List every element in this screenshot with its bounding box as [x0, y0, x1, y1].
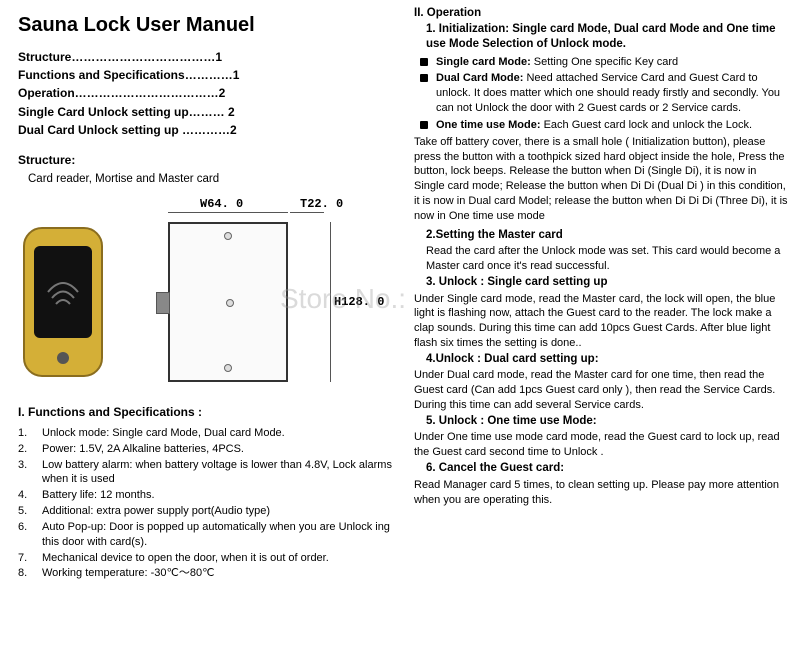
spec-item: 1.Unlock mode: Single card Mode, Dual ca… — [18, 426, 398, 441]
operation-heading: II. Operation — [414, 6, 788, 22]
spec-item: 6.Auto Pop-up: Door is popped up automat… — [18, 520, 398, 550]
left-column: Sauna Lock User Manuel Structure……………………… — [0, 0, 408, 664]
table-of-contents: Structure………………………………1 Functions and Spec… — [18, 49, 398, 138]
page-title: Sauna Lock User Manuel — [18, 12, 398, 39]
sec4-title: 4.Unlock : Dual card setting up: — [426, 352, 788, 368]
structure-diagram: W64. 0 T22. 0 H128. 0 — [18, 194, 398, 394]
sec5-body: Under One time use mode card mode, read … — [414, 430, 788, 460]
bullet-icon — [420, 121, 428, 129]
spec-item: 7.Mechanical device to open the door, wh… — [18, 551, 398, 566]
dim-t: T22. 0 — [300, 196, 343, 212]
spec-item: 5.Additional: extra power supply port(Au… — [18, 504, 398, 519]
bullet-text: Each Guest card lock and unlock the Lock… — [541, 119, 753, 131]
spec-number: 3. — [18, 458, 42, 488]
structure-heading: Structure: — [18, 152, 398, 168]
specs-list: 1.Unlock mode: Single card Mode, Dual ca… — [18, 426, 398, 581]
init-heading: 1. Initialization: Single card Mode, Dua… — [426, 22, 788, 53]
spec-text: Mechanical device to open the door, when… — [42, 551, 398, 566]
right-column: II. Operation 1. Initialization: Single … — [408, 0, 800, 664]
toc-row: Functions and Specifications…………1 — [18, 67, 398, 83]
sec6-body: Read Manager card 5 times, to clean sett… — [414, 478, 788, 508]
spec-text: Additional: extra power supply port(Audi… — [42, 504, 398, 519]
spec-number: 5. — [18, 504, 42, 519]
sec3-title: 3. Unlock : Single card setting up — [426, 275, 788, 291]
dim-h: H128. 0 — [334, 294, 384, 310]
spec-text: Power: 1.5V, 2A Alkaline batteries, 4PCS… — [42, 442, 398, 457]
spec-item: 2.Power: 1.5V, 2A Alkaline batteries, 4P… — [18, 442, 398, 457]
toc-row: Operation………………………………2 — [18, 85, 398, 101]
toc-row: Single Card Unlock setting up……… 2 — [18, 104, 398, 120]
dim-w: W64. 0 — [200, 196, 243, 212]
spec-number: 2. — [18, 442, 42, 457]
structure-text: Card reader, Mortise and Master card — [28, 172, 398, 188]
toc-row: Dual Card Unlock setting up …………2 — [18, 122, 398, 138]
spec-item: 3.Low battery alarm: when battery voltag… — [18, 458, 398, 488]
spec-number: 1. — [18, 426, 42, 441]
sec2-title: 2.Setting the Master card — [426, 228, 788, 244]
sec2-body: Read the card after the Unlock mode was … — [426, 244, 788, 274]
card-reader-icon — [18, 222, 108, 382]
toc-row: Structure………………………………1 — [18, 49, 398, 65]
spec-number: 4. — [18, 488, 42, 503]
init-body: Take off battery cover, there is a small… — [414, 135, 788, 224]
bullet-icon — [420, 74, 428, 82]
bullet-title: One time use Mode: — [436, 119, 541, 131]
spec-number: 8. — [18, 566, 42, 581]
bullet-title: Dual Card Mode: — [436, 72, 523, 84]
spec-item: 8.Working temperature: -30℃～80℃ — [18, 566, 398, 581]
spec-item: 4.Battery life: 12 months. — [18, 488, 398, 503]
mortise-icon — [168, 222, 288, 382]
document-page: Sauna Lock User Manuel Structure……………………… — [0, 0, 800, 664]
sec4-body: Under Dual card mode, read the Master ca… — [414, 368, 788, 413]
bullet-dual-mode: Dual Card Mode: Need attached Service Ca… — [420, 71, 788, 116]
spec-text: Low battery alarm: when battery voltage … — [42, 458, 398, 488]
spec-number: 7. — [18, 551, 42, 566]
sec3-body: Under Single card mode, read the Master … — [414, 292, 788, 351]
sec5-title: 5. Unlock : One time use Mode: — [426, 414, 788, 430]
sec6-title: 6. Cancel the Guest card: — [426, 461, 788, 477]
bullet-single-mode: Single card Mode: Setting One specific K… — [420, 55, 788, 70]
spec-text: Auto Pop-up: Door is popped up automatic… — [42, 520, 398, 550]
spec-number: 6. — [18, 520, 42, 550]
spec-text: Working temperature: -30℃～80℃ — [42, 566, 398, 581]
spec-text: Unlock mode: Single card Mode, Dual card… — [42, 426, 398, 441]
bullet-title: Single card Mode: — [436, 56, 531, 68]
bullet-icon — [420, 58, 428, 66]
bullet-onetime-mode: One time use Mode: Each Guest card lock … — [420, 118, 788, 133]
bullet-text: Setting One specific Key card — [531, 56, 678, 68]
spec-text: Battery life: 12 months. — [42, 488, 398, 503]
specs-heading: I. Functions and Specifications : — [18, 404, 398, 420]
